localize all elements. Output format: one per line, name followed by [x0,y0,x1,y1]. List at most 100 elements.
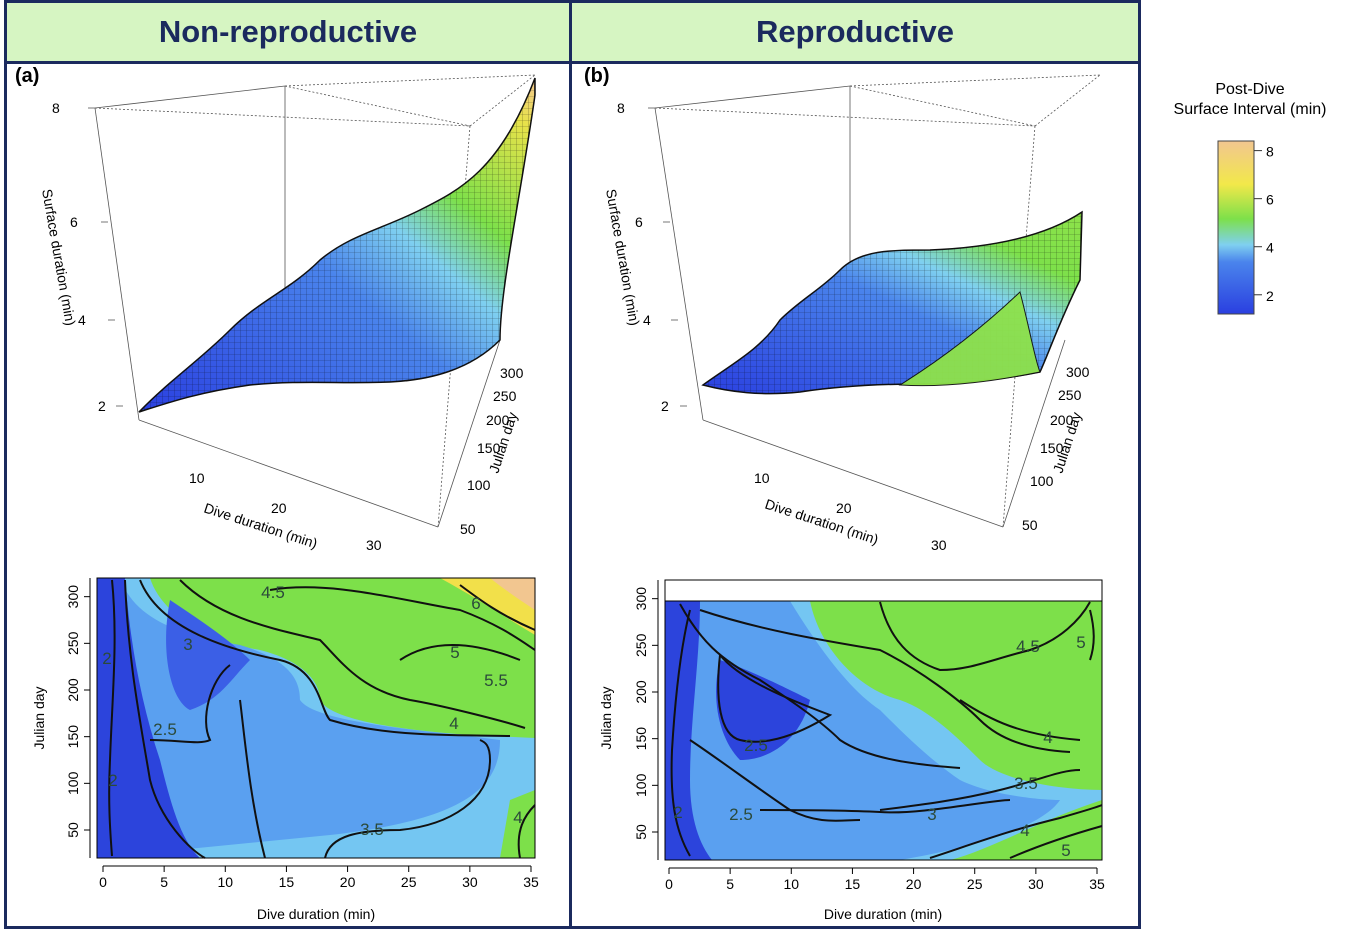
surface-grid-a [139,78,535,412]
heatmap-a-contour-label: 3.5 [360,820,384,839]
legend-tick-label: 4 [1266,240,1274,256]
legend-tick-label: 8 [1266,144,1274,160]
heatmap-b-contour-label: 4 [1020,821,1029,840]
heatmap-b-contour-label: 4 [1043,728,1052,747]
heatmap-b-contour-label: 2 [673,803,682,822]
y-tick-a-200: 200 [486,412,510,428]
heatmap-a: 4.5 3 2 2.5 2 6 5 5.5 4 3.5 4 0 5 10 15 20 25 30 35 50 100 1… [31,577,539,922]
z-tick-b-6: 6 [635,214,643,230]
heatmap-b-y-tick-label: 150 [633,727,649,751]
x-tick-a-20: 20 [271,500,287,516]
heatmap-b-contour-label: 2.5 [744,736,768,755]
x-tick-b-20: 20 [836,500,852,516]
heatmap-b-x-tick-label: 10 [783,876,799,892]
legend-title: Post-Dive Surface Interval (min) [1150,80,1350,120]
y-axis-label-heatmap-a: Julian day [31,686,47,749]
heatmap-a-y-tick-label: 200 [65,678,81,702]
heatmap-a-contour-label: 4 [513,808,522,827]
heatmap-b-contour-label: 4.5 [1016,637,1040,656]
heatmap-b-x-tick-label: 25 [967,876,983,892]
panel-tag-a: (a) [15,65,40,87]
heatmap-a-contour-label: 5 [450,643,459,662]
legend-ticks: 2 4 6 8 [1254,144,1274,304]
heatmap-a-contour-label: 2.5 [153,720,177,739]
x-tick-b-10: 10 [754,470,770,486]
heatmap-a-y-tick-label: 300 [65,585,81,609]
heatmap-a-x-tick-label: 25 [401,874,417,890]
heatmap-a-x-tick-label: 30 [462,874,478,890]
heatmap-b-y-tick-label: 300 [633,587,649,611]
heatmap-b-y-tick-label: 200 [633,680,649,704]
z-tick-b-4: 4 [643,312,651,328]
x-tick-b-30: 30 [931,537,947,553]
y-tick-b-250: 250 [1058,387,1082,403]
heatmap-a-contour-label: 6 [471,594,480,613]
heatmap-a-y-tick-label: 150 [65,725,81,749]
heatmap-b-x-tick-label: 20 [906,876,922,892]
x-axis-label-b: Dive duration (min) [763,496,880,548]
z-tick-a-2: 2 [98,398,106,414]
heatmap-b-contour-label: 2.5 [729,805,753,824]
heatmap-a-contour-label: 4 [449,714,458,733]
heatmap-b-contour-label: 3 [927,805,936,824]
heatmap-b-x-tick-label: 15 [845,876,861,892]
heatmap-a-y-tick-label: 250 [65,631,81,655]
panel-title-non-reproductive: Non-reproductive [7,3,569,64]
surface-plot-a: 8 6 4 2 10 20 30 50 100 150 200 250 300 … [39,74,536,553]
x-axis-label-a: Dive duration (min) [202,500,319,552]
y-tick-a-100: 100 [467,477,491,493]
x-tick-a-30: 30 [366,537,382,553]
legend-title-line1: Post-Dive [1215,81,1285,98]
y-tick-a-50: 50 [460,521,476,537]
y-tick-b-50: 50 [1022,517,1038,533]
heatmap-a-x-tick-label: 5 [160,874,168,890]
heatmap-a-y-tick-label: 100 [65,771,81,795]
y-axis-label-heatmap-b: Julian day [598,686,614,749]
x-axis-label-heatmap-b: Dive duration (min) [824,906,942,922]
heatmap-b-x-tick-label: 5 [726,876,734,892]
heatmap-a-contour-label: 3 [183,635,192,654]
y-tick-b-150: 150 [1040,440,1064,456]
surface-fold-b [898,291,1041,387]
z-tick-a-8: 8 [52,100,60,116]
legend-title-line2: Surface Interval (min) [1173,101,1327,118]
heatmap-b-x-tick-label: 0 [665,876,673,892]
heatmap-a-y-tick-label: 50 [65,822,81,838]
y-tick-a-150: 150 [477,440,501,456]
surface-plot-b: 8 6 4 2 10 20 30 50 100 150 200 250 300 … [603,74,1101,553]
heatmap-a-contour-label: 2 [102,649,111,668]
y-tick-a-300: 300 [500,365,524,381]
x-tick-a-10: 10 [189,470,205,486]
heatmap-a-x-tick-label: 0 [99,874,107,890]
heatmap-a-x-tick-label: 10 [217,874,233,890]
heatmap-b-contour-label: 5 [1076,633,1085,652]
legend-tick-label: 2 [1266,288,1274,304]
heatmap-b-contour-label: 3.5 [1014,774,1038,793]
panel-tag-b: (b) [584,65,610,87]
legend-tick-label: 6 [1266,192,1274,208]
heatmap-b: 4.5 5 2.5 4 3.5 2 2.5 3 4 5 0 5 10 15 20 25 30 35 50 100 15… [598,579,1105,922]
heatmap-b-contour-label: 5 [1061,841,1070,860]
heatmap-b-y-tick-label: 100 [633,773,649,797]
y-tick-b-300: 300 [1066,364,1090,380]
z-axis-label-b: Surface duration (min) [603,188,643,327]
panel-title-reproductive: Reproductive [572,3,1138,64]
heatmap-a-contour-label: 2 [108,771,117,790]
heatmap-a-contour-label: 4.5 [261,583,285,602]
heatmap-a-x-tick-label: 35 [523,874,539,890]
heatmap-a-x-tick-label: 15 [279,874,295,890]
y-tick-a-250: 250 [493,388,517,404]
legend-color-bar [1217,140,1255,315]
x-axis-label-heatmap-a: Dive duration (min) [257,906,375,922]
heatmap-b-y-tick-label: 50 [633,824,649,840]
y-tick-b-200: 200 [1050,412,1074,428]
z-tick-a-4: 4 [78,312,86,328]
heatmap-a-contour-label: 5.5 [484,671,508,690]
y-tick-b-100: 100 [1030,473,1054,489]
z-axis-label-a: Surface duration (min) [39,188,79,327]
z-tick-b-2: 2 [661,398,669,414]
heatmap-a-x-tick-label: 20 [340,874,356,890]
z-tick-b-8: 8 [617,100,625,116]
z-tick-a-6: 6 [70,214,78,230]
